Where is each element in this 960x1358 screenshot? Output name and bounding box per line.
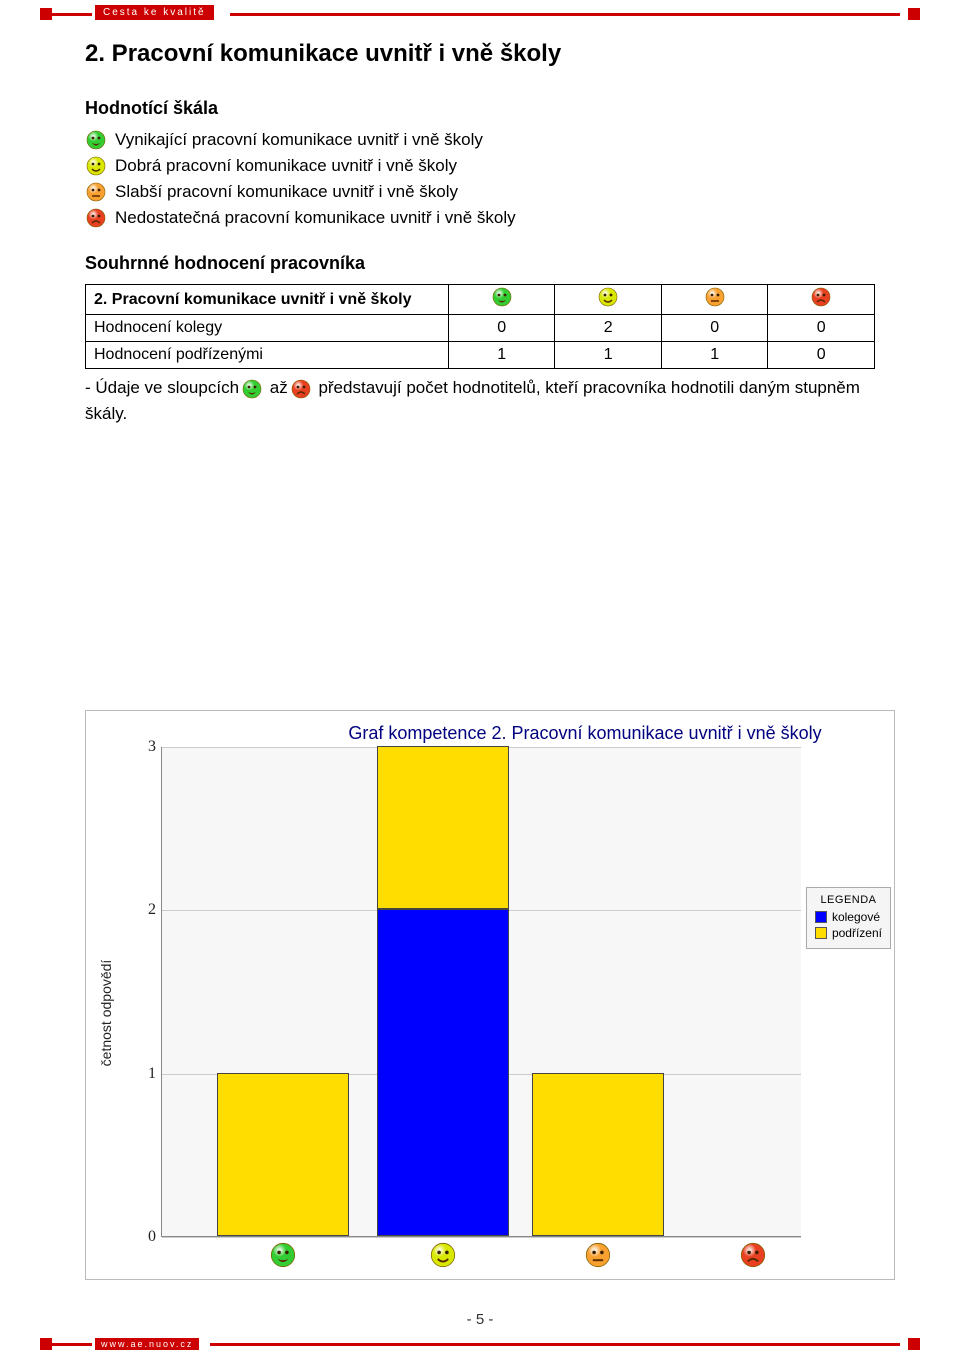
x-tick-icon [532,1242,664,1268]
chart-title: Graf kompetence 2. Pracovní komunikace u… [86,711,894,748]
page-number: - 5 - [0,1311,960,1328]
summary-heading: Souhrnné hodnocení pracovníka [85,253,875,274]
legend-title: LEGENDA [815,894,882,906]
chart-container: Graf kompetence 2. Pracovní komunikace u… [85,710,895,1280]
bar-segment-podrizeni [532,1073,664,1236]
rating-icon [85,207,107,229]
scale-item-text: Nedostatečná pracovní komunikace uvnitř … [115,208,516,228]
y-tick-label: 3 [136,738,156,756]
row-value: 0 [768,315,875,342]
table-row: Hodnocení kolegy0200 [86,315,875,342]
footer-url: www.ae.nuov.cz [95,1338,199,1350]
rating-icon [85,181,107,203]
table-header-icon [661,285,768,315]
chart-ylabel: četnost odpovědí [98,960,114,1067]
y-tick-label: 1 [136,1065,156,1083]
section-title: 2. Pracovní komunikace uvnitř i vně škol… [85,40,875,68]
bar-segment-podrizeni [377,746,509,909]
chart-plot-area: LEGENDA kolegovépodřízení [161,747,801,1237]
legend-label: podřízení [832,926,882,940]
table-caption: 2. Pracovní komunikace uvnitř i vně škol… [86,285,449,315]
y-tick-label: 0 [136,1228,156,1246]
table-note: - Údaje ve sloupcích až představují poče… [85,375,875,426]
rating-icon [241,378,263,400]
row-value: 0 [768,342,875,369]
scale-item: Slabší pracovní komunikace uvnitř i vně … [85,181,875,203]
row-value: 1 [661,342,768,369]
rating-icon [85,155,107,177]
rating-icon [85,129,107,151]
bar-segment-podrizeni [217,1073,349,1236]
scale-item: Dobrá pracovní komunikace uvnitř i vně š… [85,155,875,177]
row-label: Hodnocení podřízenými [86,342,449,369]
page-header: Cesta ke kvalitě [0,5,960,23]
brand-text: Cesta ke kvalitě [95,5,214,20]
scale-item: Vynikající pracovní komunikace uvnitř i … [85,129,875,151]
scale-heading: Hodnotící škála [85,98,875,119]
table-header-icon [768,285,875,315]
row-value: 0 [661,315,768,342]
row-value: 0 [448,315,555,342]
legend-label: kolegové [832,910,880,924]
evaluation-table: 2. Pracovní komunikace uvnitř i vně škol… [85,284,875,369]
row-value: 1 [555,342,662,369]
rating-icon [290,378,312,400]
row-label: Hodnocení kolegy [86,315,449,342]
x-tick-icon [217,1242,349,1268]
scale-item-text: Dobrá pracovní komunikace uvnitř i vně š… [115,156,457,176]
row-value: 2 [555,315,662,342]
table-row: Hodnocení podřízenými1110 [86,342,875,369]
row-value: 1 [448,342,555,369]
scale-item-text: Slabší pracovní komunikace uvnitř i vně … [115,182,458,202]
page-content: 2. Pracovní komunikace uvnitř i vně škol… [85,40,875,426]
x-tick-icon [377,1242,509,1268]
scale-item-text: Vynikající pracovní komunikace uvnitř i … [115,130,483,150]
scale-list: Vynikající pracovní komunikace uvnitř i … [85,129,875,229]
legend-item: kolegové [815,910,882,924]
scale-item: Nedostatečná pracovní komunikace uvnitř … [85,207,875,229]
table-header-icon [448,285,555,315]
x-tick-icon [687,1242,819,1268]
table-header-icon [555,285,662,315]
legend-item: podřízení [815,926,882,940]
bar-segment-kolegove [377,909,509,1236]
y-tick-label: 2 [136,901,156,919]
chart-legend: LEGENDA kolegové podřízení [806,887,891,949]
